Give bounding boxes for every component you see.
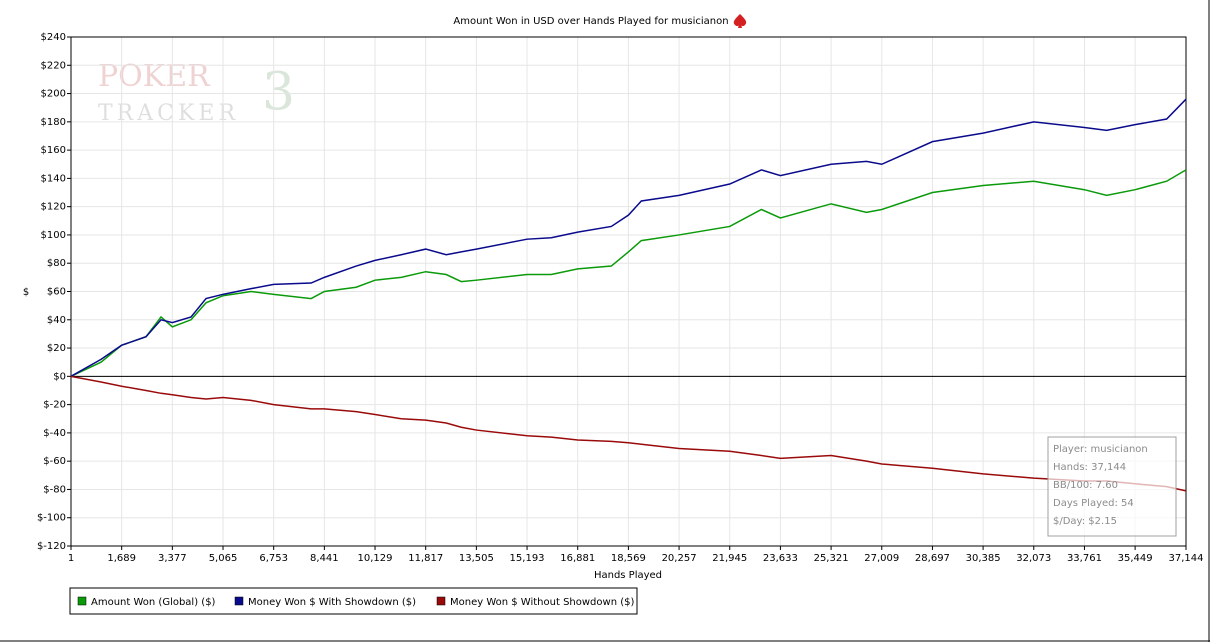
- watermark: POKER TRACKER 3: [98, 59, 295, 126]
- y-tick-label: $0: [53, 371, 66, 382]
- info-text: Days Played: 54: [1053, 498, 1134, 509]
- x-tick-label: 21,945: [712, 553, 747, 564]
- x-tick-label: 10,129: [358, 553, 393, 564]
- y-tick-label: $40: [47, 315, 66, 326]
- x-tick-label: 25,321: [814, 553, 849, 564]
- x-tick-label: 16,881: [560, 553, 595, 564]
- y-tick-label: $20: [47, 343, 66, 354]
- spade-icon: [733, 14, 747, 28]
- y-tick-label: $-40: [43, 428, 66, 439]
- x-tick-label: 15,193: [510, 553, 545, 564]
- y-tick-label: $-20: [43, 400, 66, 411]
- x-tick-label: 20,257: [662, 553, 697, 564]
- logo-text: POKER: [98, 59, 211, 94]
- y-tick-label: $220: [41, 60, 66, 71]
- info-box-frame: [1047, 436, 1177, 537]
- y-tick-label: $-100: [37, 513, 66, 524]
- logo-text: 3: [262, 63, 295, 123]
- legend-swatch: [234, 596, 244, 606]
- info-box: Player: musicianon Hands: 37,144 BB/100: 7…: [1047, 436, 1177, 537]
- y-tick-label: $80: [47, 258, 66, 269]
- x-tick-label: 13,505: [459, 553, 494, 564]
- y-tick-label: $-60: [43, 456, 66, 467]
- legend-swatch: [436, 596, 446, 606]
- x-tick-label: 8,441: [310, 553, 339, 564]
- x-tick-label: 28,697: [915, 553, 950, 564]
- series-line: [70, 375, 1187, 492]
- y-tick-label: $240: [41, 32, 66, 43]
- x-axis-label: Hands Played: [594, 570, 662, 581]
- y-tick-label: $100: [41, 230, 66, 241]
- x-tick-label: 27,009: [864, 553, 899, 564]
- legend-label: Amount Won (Global) ($): [91, 597, 216, 608]
- x-tick-label: 33,761: [1067, 553, 1102, 564]
- legend-label: Money Won $ With Showdown ($): [248, 597, 416, 608]
- y-axis-label: $: [23, 287, 29, 298]
- legend-swatch: [77, 596, 87, 606]
- series-line: [70, 98, 1187, 377]
- legend: [69, 587, 638, 615]
- y-tick-label: $140: [41, 173, 66, 184]
- y-tick-label: $160: [41, 145, 66, 156]
- x-tick-label: 6,753: [259, 553, 288, 564]
- y-tick-label: $180: [41, 117, 66, 128]
- series-line: [70, 169, 1187, 378]
- legend-label: Money Won $ Without Showdown ($): [450, 597, 634, 608]
- y-tick-label: $-80: [43, 484, 66, 495]
- x-tick-label: 3,377: [158, 553, 187, 564]
- y-tick-label: $60: [47, 287, 66, 298]
- x-tick-label: 1,689: [107, 553, 136, 564]
- x-tick-label: 1: [68, 553, 74, 564]
- y-tick-label: $200: [41, 89, 66, 100]
- x-tick-label: 11,817: [408, 553, 443, 564]
- x-tick-label: 32,073: [1016, 553, 1051, 564]
- x-tick-label: 18,569: [611, 553, 646, 564]
- x-tick-label: 5,065: [209, 553, 238, 564]
- x-tick-label: 35,449: [1118, 553, 1153, 564]
- chart-title: Amount Won in USD over Hands Played for …: [453, 16, 728, 27]
- info-text: Hands: 37,144: [1053, 462, 1126, 473]
- y-tick-label: $120: [41, 202, 66, 213]
- x-tick-label: 23,633: [763, 553, 798, 564]
- info-text: BB/100: 7.60: [1053, 480, 1118, 491]
- y-tick-label: $-120: [37, 541, 66, 552]
- info-text: Player: musicianon: [1053, 444, 1148, 455]
- x-tick-label: 30,385: [966, 553, 1001, 564]
- info-text: $/Day: $2.15: [1053, 516, 1117, 527]
- x-tick-label: 37,144: [1169, 553, 1204, 564]
